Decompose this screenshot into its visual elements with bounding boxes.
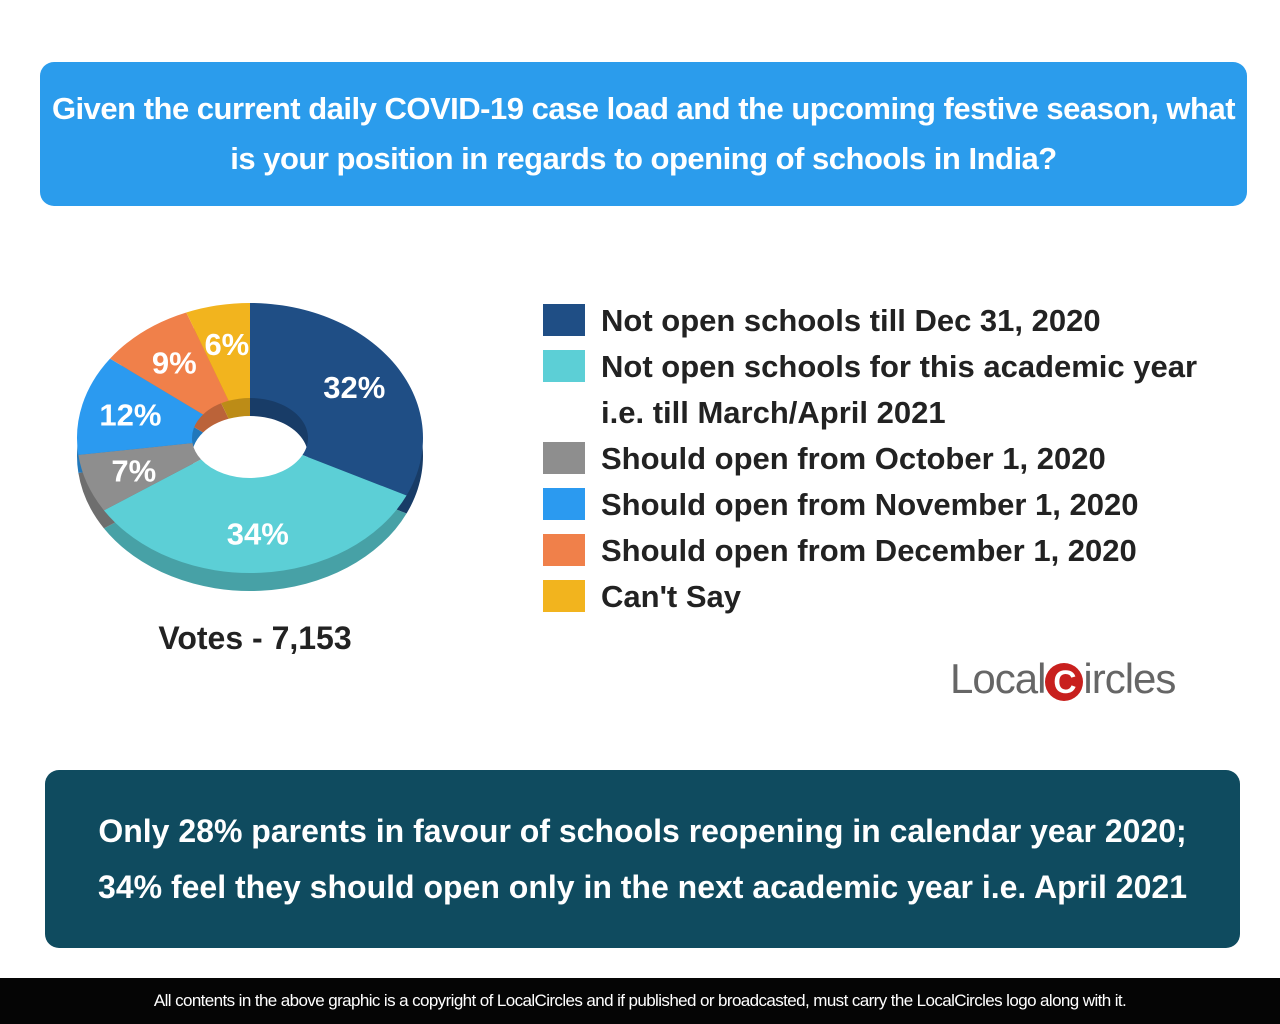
data-label-2: 7% [111, 453, 156, 488]
slice-0 [250, 303, 423, 496]
legend-swatch [543, 488, 585, 520]
data-label-5: 6% [204, 327, 249, 362]
legend-label: Should open from November 1, 2020 [601, 487, 1139, 522]
legend-item: Not open schools till Dec 31, 2020 [543, 298, 1197, 344]
copyright-footer: All contents in the above graphic is a c… [0, 978, 1280, 1024]
legend-swatch [543, 580, 585, 612]
question-text: Given the current daily COVID-19 case lo… [51, 91, 1236, 176]
legend-swatch [543, 304, 585, 336]
legend-item: Should open from December 1, 2020 [543, 528, 1197, 574]
summary-text: Only 28% parents in favour of schools re… [98, 813, 1187, 905]
slice-2 [78, 443, 202, 511]
legend-item: Can't Say [543, 574, 1197, 620]
summary-banner: Only 28% parents in favour of schools re… [45, 770, 1240, 948]
data-label-4: 9% [152, 346, 197, 381]
data-label-3: 12% [99, 397, 161, 432]
question-banner: Given the current daily COVID-19 case lo… [40, 62, 1247, 206]
data-label-0: 32% [323, 370, 385, 405]
slice-3 [77, 358, 204, 455]
donut-chart: 32% 34% 7% 12% 9%6% [77, 303, 423, 591]
legend-label: Should open from December 1, 2020 [601, 533, 1137, 568]
legend-label: Not open schools till Dec 31, 2020 [601, 303, 1101, 338]
legend-label: Not open schools for this academic year i… [601, 349, 1198, 430]
legend-swatch [543, 350, 585, 382]
legend-item: Should open from October 1, 2020 [543, 436, 1197, 482]
legend-item: Should open from November 1, 2020 [543, 482, 1197, 528]
legend-label: Should open from October 1, 2020 [601, 441, 1106, 476]
votes-count: Votes - 7,153 [158, 620, 352, 656]
slice-5 [186, 303, 250, 401]
legend-swatch [543, 442, 585, 474]
legend: Not open schools till Dec 31, 2020 Not op… [543, 298, 1197, 620]
slice-4 [110, 312, 229, 415]
slice-1 [103, 455, 407, 573]
legend-item: Not open schools for this academic year i… [543, 344, 1197, 436]
legend-label: Can't Say [601, 579, 742, 614]
legend-swatch [543, 534, 585, 566]
data-label-1: 34% [227, 516, 289, 551]
